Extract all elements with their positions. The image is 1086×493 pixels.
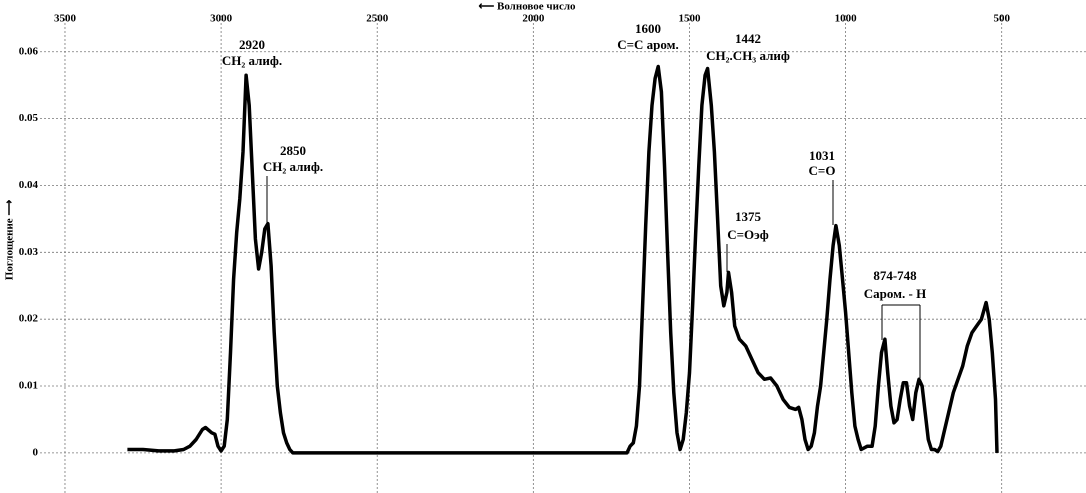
y-tick-label: 0.05 — [19, 112, 39, 124]
x-tick-label: 3000 — [210, 13, 233, 25]
annotation-value: 2850 — [280, 143, 306, 158]
annotation-value: 2920 — [239, 37, 265, 52]
annotation-value: 1600 — [635, 21, 661, 36]
annotation-value: 1442 — [735, 31, 761, 46]
annotation-value: 1375 — [735, 209, 762, 224]
x-tick-label: 500 — [993, 13, 1010, 25]
annotation-note: C=Oэф — [727, 227, 768, 242]
y-axis-label: Поглощение ⟶ — [4, 200, 16, 281]
x-tick-label: 1000 — [835, 13, 858, 25]
x-axis-label: ⟵ Волновое число — [478, 1, 576, 13]
annotation-value: 1031 — [809, 148, 835, 163]
y-tick-label: 0.03 — [19, 246, 39, 258]
y-tick-label: 0 — [33, 446, 39, 458]
x-tick-label: 2000 — [522, 13, 545, 25]
x-tick-label: 2500 — [366, 13, 389, 25]
spectrum-line — [127, 64, 999, 455]
annotation-note: CH₂ алиф. — [263, 159, 323, 174]
annotation-note: Cаром. - H — [864, 286, 926, 301]
y-tick-label: 0.06 — [19, 45, 39, 57]
x-tick-label: 1500 — [678, 13, 701, 25]
y-tick-label: 0.02 — [19, 313, 39, 325]
y-tick-label: 0.01 — [19, 380, 38, 392]
annotation-value: 874-748 — [873, 268, 917, 283]
x-tick-label: 3500 — [54, 13, 77, 25]
y-tick-label: 0.04 — [19, 179, 39, 191]
annotation-note: CH₂.CH₃ алиф — [706, 48, 790, 63]
annotation-note: CH₂ алиф. — [222, 53, 282, 68]
annotation-note: C=C аром. — [617, 37, 679, 52]
annotation-note: C=O — [809, 163, 836, 178]
